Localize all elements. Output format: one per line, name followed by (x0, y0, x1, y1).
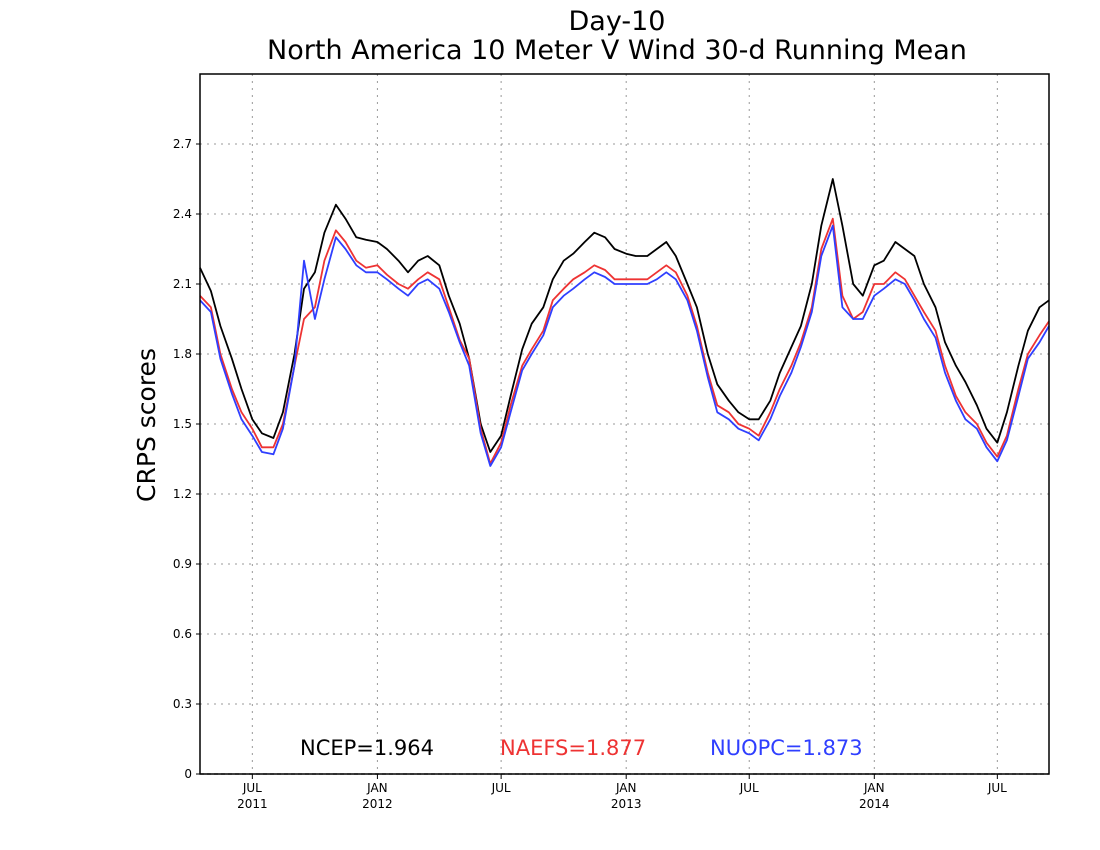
x-tick-month-label: JUL (739, 781, 759, 795)
series-line-nuopc (199, 224, 1050, 467)
legend-entry-naefs: NAEFS=1.877 (500, 736, 646, 760)
y-axis-label: CRPS scores (132, 348, 161, 502)
grid (200, 74, 1049, 774)
y-tick-label: 0 (184, 767, 192, 781)
x-tick-month-label: JUL (491, 781, 511, 795)
x-tick-year-label: 2011 (237, 797, 268, 811)
series-line-naefs (199, 217, 1050, 465)
y-axis: 0 0.3 0.6 0.9 1.2 1.5 1.8 2.1 2.4 2.7 (173, 137, 200, 781)
x-axis: JUL 2011 JAN 2012 JUL JAN 2013 JUL JAN 2014 JUL (237, 774, 1007, 811)
x-tick-month-label: JAN (863, 781, 885, 795)
y-tick-label: 1.8 (173, 347, 192, 361)
y-tick-label: 0.3 (173, 697, 192, 711)
chart-title: Day-10 (569, 6, 666, 37)
y-tick-label: 2.1 (173, 277, 192, 291)
x-tick-year-label: 2014 (859, 797, 890, 811)
legend: NCEP=1.964 NAEFS=1.877 NUOPC=1.873 (300, 736, 863, 760)
x-tick-year-label: 2012 (362, 797, 393, 811)
y-tick-label: 0.9 (173, 557, 192, 571)
x-tick-year-label: 2013 (611, 797, 642, 811)
x-tick-month-label: JUL (987, 781, 1007, 795)
y-tick-label: 0.6 (173, 627, 192, 641)
series-group (199, 178, 1050, 467)
y-tick-label: 2.7 (173, 137, 192, 151)
chart-subtitle: North America 10 Meter V Wind 30-d Runni… (267, 35, 967, 66)
y-tick-label: 2.4 (173, 207, 192, 221)
x-tick-month-label: JUL (242, 781, 262, 795)
x-tick-month-label: JAN (366, 781, 388, 795)
y-tick-label: 1.2 (173, 487, 192, 501)
legend-entry-ncep: NCEP=1.964 (300, 736, 434, 760)
y-tick-label: 1.5 (173, 417, 192, 431)
x-tick-month-label: JAN (615, 781, 637, 795)
series-line-ncep (199, 178, 1050, 453)
legend-entry-nuopc: NUOPC=1.873 (710, 736, 863, 760)
